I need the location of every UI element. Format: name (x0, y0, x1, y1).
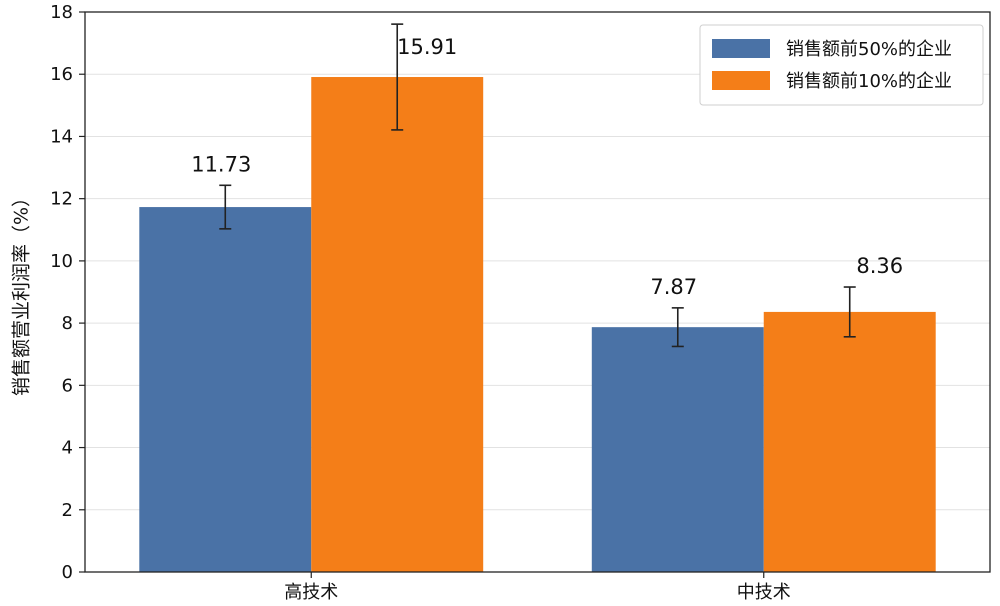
value-labels: 11.73 15.91 7.87 8.36 (191, 35, 903, 299)
bars (139, 77, 936, 573)
data-label: 8.36 (856, 254, 903, 278)
y-tick-label: 14 (50, 126, 73, 147)
bar (591, 327, 764, 572)
y-axis-ticks: 0 2 4 6 8 10 12 14 16 18 (50, 2, 85, 583)
data-label: 15.91 (397, 35, 457, 59)
legend-label: 销售额前50%的企业 (786, 39, 952, 60)
y-tick-label: 4 (62, 438, 73, 459)
legend-label: 销售额前10%的企业 (786, 71, 952, 92)
data-label: 7.87 (650, 275, 697, 299)
bar (139, 207, 312, 573)
y-tick-label: 16 (50, 64, 73, 85)
legend-swatch (712, 71, 770, 90)
y-tick-label: 6 (62, 375, 73, 396)
x-tick-label: 高技术 (284, 582, 338, 603)
y-tick-label: 18 (50, 2, 73, 23)
y-tick-label: 10 (50, 251, 73, 272)
y-axis-title: 销售额营业利润率（%） (11, 188, 33, 396)
y-tick-label: 12 (50, 189, 73, 210)
x-tick-label: 中技术 (737, 582, 791, 603)
legend-swatch (712, 39, 770, 58)
x-axis-ticks: 高技术 中技术 (284, 572, 791, 603)
legend-box (699, 24, 984, 106)
y-tick-label: 0 (62, 562, 73, 583)
bar (763, 311, 936, 572)
error-bars (219, 23, 856, 348)
data-label: 11.73 (191, 152, 251, 176)
y-tick-label: 2 (62, 500, 73, 521)
bar (311, 77, 484, 573)
plot-frame (84, 11, 991, 573)
y-tick-label: 8 (62, 313, 73, 334)
